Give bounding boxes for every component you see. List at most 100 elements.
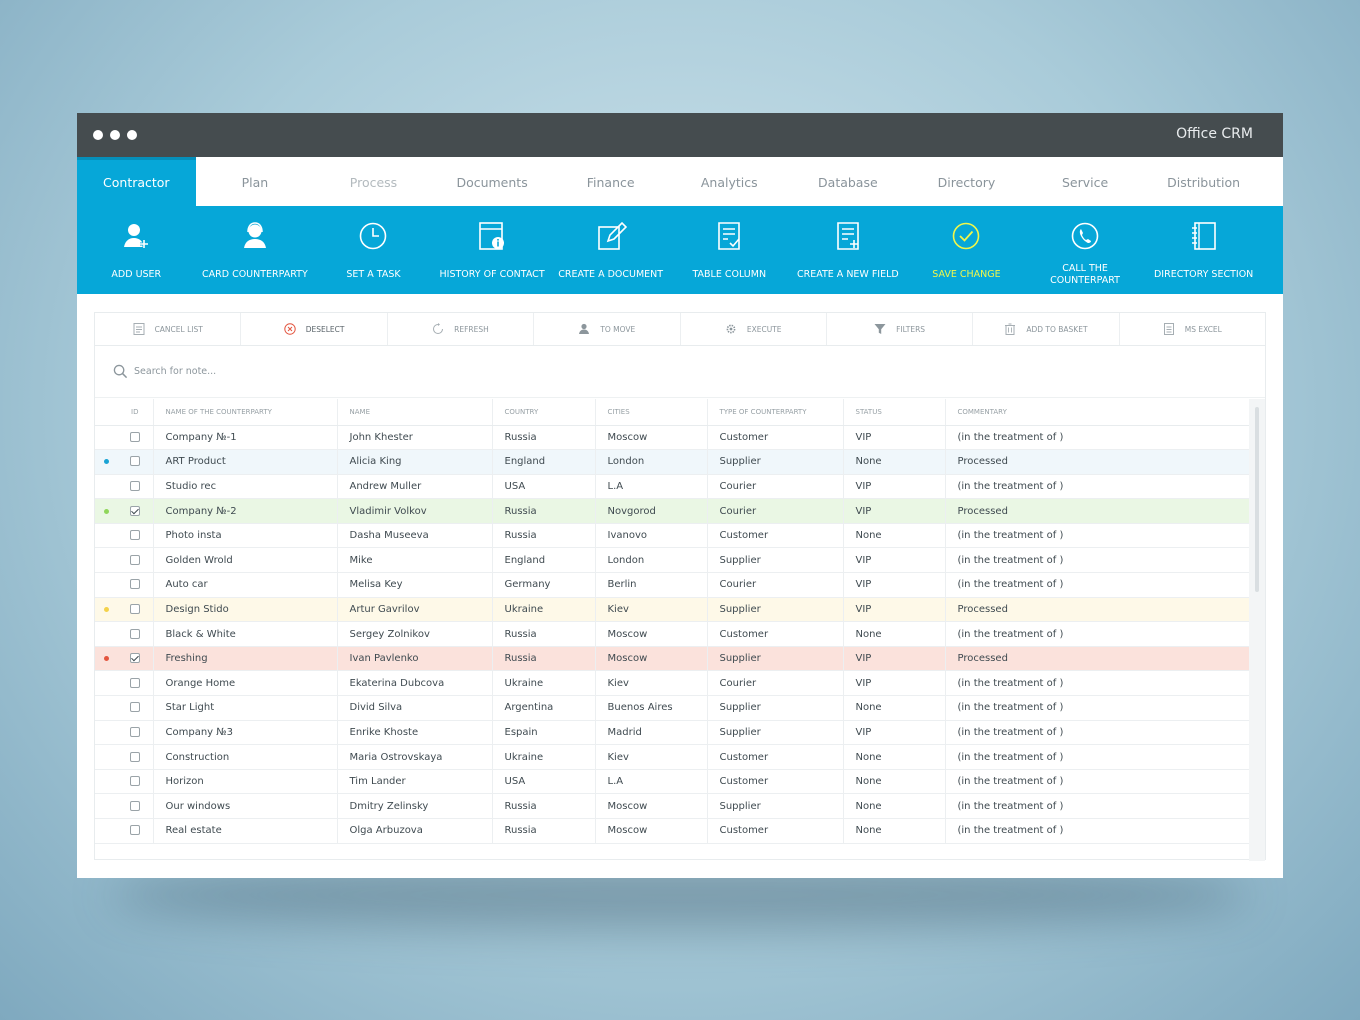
window-close-dot[interactable] (93, 130, 103, 140)
city-cell: Ivanovo (595, 523, 708, 549)
city-cell: L.A (595, 769, 708, 795)
table-row[interactable]: Photo insta Dasha Museeva Russia Ivanovo Cus… (95, 523, 1252, 549)
directory-section-button[interactable]: DIRECTORY SECTION (1144, 206, 1263, 294)
type-cell: Supplier (707, 449, 844, 475)
table-row[interactable]: Our windows Dmitry Zelinsky Russia Moscow Su… (95, 793, 1252, 819)
table-row[interactable]: Horizon Tim Lander USA L.A Customer None (in t… (95, 769, 1252, 795)
create-a-new-field-button[interactable]: CREATE A NEW FIELD (789, 206, 908, 294)
tab-analytics[interactable]: Analytics (700, 175, 758, 190)
table-scrollbar[interactable] (1249, 399, 1265, 861)
tab-documents[interactable]: Documents (456, 175, 528, 190)
table-row[interactable]: Orange Home Ekaterina Dubcova Ukraine Kiev C… (95, 670, 1252, 697)
city-cell: Moscow (595, 621, 708, 647)
row-checkbox[interactable] (129, 456, 140, 467)
refresh-action[interactable]: REFRESH (388, 313, 535, 345)
table-row[interactable]: Studio rec Andrew Muller USA L.A Courier VIP(… (95, 474, 1252, 500)
row-checkbox[interactable] (129, 579, 140, 590)
column-header-status[interactable]: STATUS (843, 399, 946, 426)
scrollbar-thumb[interactable] (1255, 407, 1259, 592)
column-header-commentary[interactable]: COMMENTARY (945, 399, 1252, 426)
action-label: CANCEL LIST (154, 324, 203, 334)
table-row[interactable]: Real estate Olga Arbuzova Russia Moscow Cust… (95, 818, 1252, 844)
commentary-cell: (in the treatment of ) (945, 425, 1252, 451)
column-header-id[interactable]: ID (117, 399, 154, 426)
row-checkbox[interactable] (129, 726, 140, 737)
table-row[interactable]: Star Light Divid Silva Argentina Buenos Air… (95, 695, 1252, 721)
filters-action[interactable]: FILTERS (827, 313, 974, 345)
row-checkbox[interactable] (129, 776, 140, 787)
window-minimize-dot[interactable] (110, 130, 120, 140)
type-cell: Supplier (707, 695, 844, 721)
tab-database[interactable]: Database (818, 175, 878, 190)
notebook-icon (1188, 220, 1220, 256)
deselect-icon (283, 323, 306, 335)
search-input[interactable] (134, 366, 534, 377)
row-checkbox[interactable] (129, 530, 140, 541)
company-cell: Company №-1 (153, 425, 338, 451)
tab-contractor[interactable]: Contractor (77, 157, 196, 206)
table-row[interactable]: Company №3 Enrike Khoste Espain Madrid Suppl… (95, 720, 1252, 746)
create-a-document-button[interactable]: CREATE A DOCUMENT (551, 206, 670, 294)
set-a-task-button[interactable]: SET A TASK (314, 206, 433, 294)
counterparty-table: ID NAME OF THE COUNTERPARTY NAME COUNTRY CIT… (95, 399, 1252, 844)
column-header-name[interactable]: NAME (337, 399, 493, 426)
column-header-name-of-the-counterparty[interactable]: NAME OF THE COUNTERPARTY (153, 399, 338, 426)
title-bar: Office CRM (77, 113, 1283, 157)
row-checkbox[interactable] (129, 554, 140, 565)
add-user-button[interactable]: ADD USER (77, 206, 196, 294)
type-cell: Supplier (707, 646, 844, 672)
table-row[interactable]: Company №-2 Vladimir Volkov Russia Novgorod… (95, 498, 1252, 524)
row-checkbox[interactable] (129, 653, 140, 664)
save-change-button[interactable]: SAVE CHANGE (907, 206, 1026, 294)
window-maximize-dot[interactable] (127, 130, 137, 140)
commentary-cell: (in the treatment of ) (945, 720, 1252, 746)
to-move-action[interactable]: TO MOVE (534, 313, 681, 345)
contact-name-cell: Alicia King (337, 449, 493, 475)
row-checkbox[interactable] (129, 751, 140, 762)
row-checkbox[interactable] (129, 603, 140, 614)
move-user-icon (578, 323, 600, 335)
cancel-list-action[interactable]: CANCEL LIST (95, 313, 242, 345)
table-row[interactable]: ART Product Alicia King England London Suppl… (95, 449, 1252, 475)
table-row[interactable]: Construction Maria Ostrovskaya Ukraine Kiev… (95, 744, 1252, 770)
tab-directory[interactable]: Directory (937, 175, 996, 190)
execute-action[interactable]: EXECUTE (681, 313, 827, 345)
commentary-cell: Processed (945, 449, 1252, 475)
ms-excel-action[interactable]: MS EXCEl (1120, 313, 1265, 345)
row-checkbox[interactable] (129, 825, 140, 836)
row-checkbox[interactable] (129, 480, 140, 491)
status-cell: None (843, 449, 946, 475)
row-checkbox[interactable] (129, 505, 140, 516)
table-row[interactable]: Black & White Sergey Zolnikov Russia Moscow… (95, 621, 1252, 647)
tab-finance[interactable]: Finance (586, 175, 635, 190)
row-select-cell (117, 498, 154, 524)
column-header-country[interactable]: COUNTRY (492, 399, 596, 426)
deselect-action[interactable]: DESELECT (241, 313, 388, 345)
tab-service[interactable]: Service (1061, 175, 1109, 190)
row-checkbox[interactable] (129, 677, 140, 688)
tab-plan[interactable]: Plan (241, 175, 269, 190)
table-row[interactable]: Design Stido Artur Gavrilov Ukraine Kiev Sup… (95, 597, 1252, 623)
card-counterparty-button[interactable]: CARD COUNTERPARTY (196, 206, 315, 294)
call-the-counterpart-button[interactable]: CALL THE COUNTERPART (1026, 206, 1145, 294)
row-checkbox[interactable] (129, 702, 140, 713)
action-label: ADD TO BASKET (1026, 324, 1088, 334)
table-row[interactable]: Freshing Ivan Pavlenko Russia Moscow Supplie… (95, 646, 1252, 672)
status-cell: None (843, 695, 946, 721)
row-checkbox[interactable] (129, 800, 140, 811)
row-checkbox[interactable] (129, 628, 140, 639)
tab-process[interactable]: Process (349, 175, 398, 190)
table-row[interactable]: Company №-1 John Khester Russia Moscow Custo… (95, 425, 1252, 451)
column-header-type-of-counterparty[interactable]: TYPE OF COUNTERPARTY (707, 399, 844, 426)
table-row[interactable]: Golden Wrold Mike England London Supplier VIP… (95, 547, 1252, 574)
row-checkbox[interactable] (129, 431, 140, 442)
history-of-contact-button[interactable]: HISTORY OF CONTACT (433, 206, 552, 294)
add-to-basket-action[interactable]: ADD TO BASKET (973, 313, 1120, 345)
column-header-cities[interactable]: CITIES (595, 399, 708, 426)
row-status-dot (103, 508, 109, 514)
table-column-button[interactable]: TABLE COLUMN (670, 206, 789, 294)
row-marker-cell (95, 744, 117, 770)
table-row[interactable]: Auto car Melisa Key Germany Berlin Courier VI… (95, 572, 1252, 598)
city-cell: Kiev (595, 597, 708, 623)
tab-distribution[interactable]: Distribution (1167, 175, 1241, 190)
